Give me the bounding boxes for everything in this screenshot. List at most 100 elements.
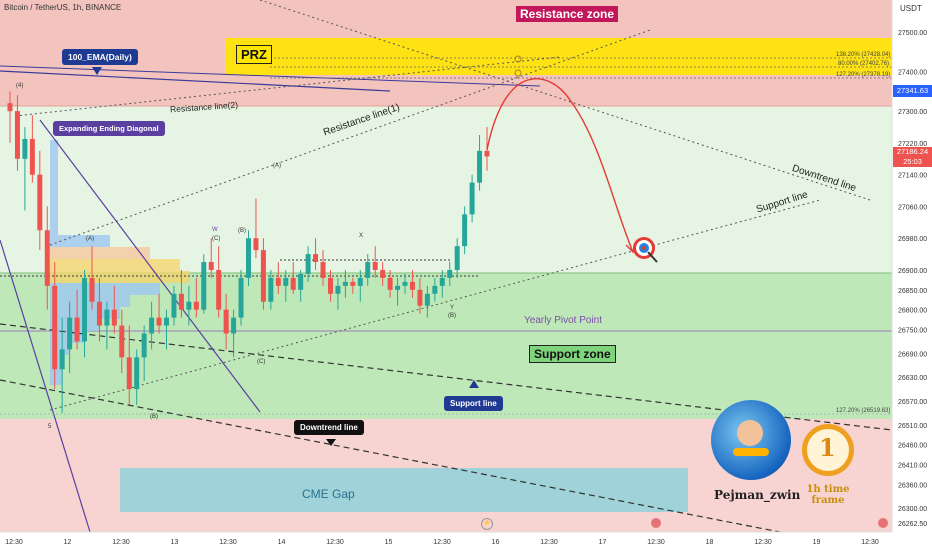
y-tick-label: 26570.00	[898, 399, 927, 406]
wave-label: (A)	[273, 163, 281, 169]
support-line-lower-label: Support line	[444, 396, 503, 411]
candle-body	[82, 277, 88, 342]
wave-label: (B)	[238, 228, 246, 234]
candle-body	[246, 238, 251, 278]
candle-body	[469, 182, 475, 215]
wave-label: Y	[450, 305, 455, 311]
x-tick-label: 12:30	[540, 539, 558, 546]
candle-body	[52, 285, 58, 370]
author-name: Pejman_zwin	[714, 488, 801, 502]
candle-body	[417, 289, 423, 306]
candle-body	[149, 317, 155, 334]
y-tick-label: 27140.00	[898, 173, 927, 180]
candle-body	[275, 277, 281, 286]
target-icon	[633, 237, 658, 263]
candle-body	[462, 214, 468, 247]
avatar-face	[737, 420, 763, 446]
replay-icon[interactable]: ⚡	[481, 518, 493, 530]
x-tick-label: 18	[706, 539, 714, 546]
candle-body	[298, 273, 304, 290]
y-tick-label: 27220.00	[898, 141, 927, 148]
y-tick-label: 27500.00	[898, 30, 927, 37]
candle-body	[89, 277, 95, 302]
y-tick-label: 26262.50	[898, 521, 927, 528]
downtrend-line-upper	[259, 0, 871, 201]
ema-label: 100_EMA(Daily)	[62, 49, 138, 65]
y-tick-label: 27060.00	[898, 204, 927, 211]
x-tick-label: 12:30	[5, 539, 23, 546]
time-axis[interactable]	[0, 532, 892, 550]
candle-body	[193, 301, 199, 310]
forecast-path	[486, 78, 634, 253]
wave-label: (C)	[212, 236, 221, 242]
fib-label: 127.20% (26519.63)	[836, 408, 891, 414]
candle-body	[387, 277, 393, 290]
candle-body	[380, 269, 386, 278]
candle-body	[164, 317, 170, 326]
ema-line	[0, 70, 391, 92]
candle-body	[409, 281, 415, 290]
wave-label: (B)	[150, 414, 158, 420]
x-tick-label: 13	[171, 539, 179, 546]
expanding-diagonal-label: Expanding Ending Diagonal	[53, 121, 165, 136]
candle-body	[439, 277, 445, 286]
diagonal-line-1	[39, 119, 261, 413]
candle-body	[104, 309, 110, 326]
countdown: 25:03	[903, 157, 922, 166]
candle-body	[156, 317, 162, 326]
candle-body	[141, 333, 147, 358]
y-tick-label: 26980.00	[898, 236, 927, 243]
candle-body	[350, 281, 356, 286]
support-zone-label: Support zone	[529, 345, 616, 363]
x-tick-label: 12:30	[433, 539, 451, 546]
support-line-upper	[49, 199, 821, 411]
candle-body	[305, 254, 311, 274]
candle-body	[454, 246, 460, 270]
candle-body	[327, 277, 333, 294]
candle-body	[432, 285, 438, 294]
candle-body	[119, 325, 125, 358]
wave-label: (A)	[86, 236, 94, 242]
candle-body	[111, 309, 117, 326]
flag-icon[interactable]	[878, 518, 888, 528]
candle-body	[335, 285, 341, 294]
candle-body	[402, 281, 408, 286]
y-tick-label: 27300.00	[898, 109, 927, 116]
y-tick-label: 26300.00	[898, 506, 927, 513]
y-tick-label: 26690.00	[898, 351, 927, 358]
support-zone-band	[0, 273, 892, 419]
candle-body	[67, 317, 73, 350]
last-price-tag: 27186.24 25:03	[893, 147, 932, 167]
y-tick-label: 26510.00	[898, 423, 927, 430]
y-tick-label: 26800.00	[898, 308, 927, 315]
ema-pointer	[92, 67, 102, 75]
candle-body	[268, 277, 274, 302]
candle-body	[208, 262, 214, 270]
wave-marker	[514, 69, 522, 77]
y-tick-label: 27400.00	[898, 69, 927, 76]
ema-line-2	[0, 65, 541, 87]
x-tick-label: 12:30	[219, 539, 237, 546]
flag-icon[interactable]	[651, 518, 661, 528]
cme-gap-label: CME Gap	[302, 487, 355, 501]
candle-body	[14, 111, 20, 159]
timeframe-label: 1h time frame	[806, 484, 850, 506]
candle-body	[253, 238, 259, 251]
x-tick-label: 12:30	[112, 539, 130, 546]
candle-body	[223, 309, 229, 334]
wave-label: X	[359, 233, 364, 239]
volume-profile	[50, 140, 190, 385]
wave-label: (C)	[257, 359, 266, 365]
resistance-zone-label: Resistance zone	[516, 6, 619, 22]
fib-label: 80.00% (27402.76)	[838, 61, 890, 67]
author-avatar	[711, 400, 791, 480]
wave-label: (B)	[448, 313, 456, 319]
surfboard	[733, 448, 769, 456]
wave-marker	[514, 55, 522, 63]
candle-body	[238, 277, 244, 318]
resistance-line-1	[49, 29, 651, 246]
candle-body	[37, 174, 43, 231]
candle-body	[216, 269, 222, 310]
x-tick-label: 16	[492, 539, 500, 546]
